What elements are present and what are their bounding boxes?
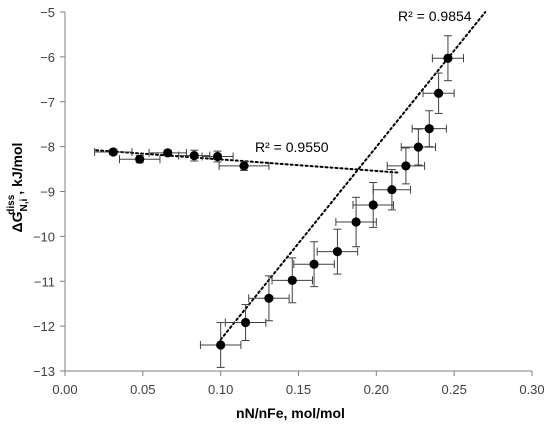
axes: 0.00 0.05 0.10 0.15 0.20 0.25 0.30 −5 −6 −7 −8 −9 −1… xyxy=(33,5,545,397)
y-axis-title-sub: N,i xyxy=(19,198,30,211)
data-point xyxy=(413,142,423,152)
data-point xyxy=(163,148,173,158)
data-point xyxy=(387,185,397,195)
error-bars xyxy=(94,35,465,368)
data-points xyxy=(108,53,453,350)
x-tick-label: 0.30 xyxy=(519,382,544,397)
trendlines xyxy=(95,11,487,341)
x-tick-label: 0.10 xyxy=(208,382,233,397)
data-point xyxy=(368,200,378,210)
y-tick-label: −13 xyxy=(33,364,55,379)
data-point xyxy=(434,88,444,98)
y-tick-label: −9 xyxy=(40,185,55,200)
r2-label-0: R² = 0.9550 xyxy=(255,139,329,155)
x-tick-label: 0.25 xyxy=(442,382,467,397)
data-point xyxy=(216,340,226,350)
y-tick-label: −12 xyxy=(33,319,55,334)
trendline-1 xyxy=(219,11,487,341)
data-point xyxy=(239,161,249,171)
data-point xyxy=(351,217,361,227)
y-axis-title-main: ΔG xyxy=(9,211,25,232)
data-point xyxy=(443,53,453,63)
data-point xyxy=(332,247,343,257)
data-point xyxy=(287,275,297,285)
data-point xyxy=(401,161,411,171)
data-point xyxy=(212,151,223,162)
y-tick-label: −10 xyxy=(33,229,55,244)
y-tick-label: −6 xyxy=(40,50,55,65)
y-tick-label: −11 xyxy=(34,274,55,289)
r2-label-1: R² = 0.9854 xyxy=(398,8,472,24)
x-tick-label: 0.00 xyxy=(52,382,77,397)
y-axis-title-rest: , kJ/mol xyxy=(9,143,25,195)
x-tick-label: 0.05 xyxy=(130,382,155,397)
x-tick-label: 0.15 xyxy=(286,382,311,397)
x-tick-label: 0.20 xyxy=(364,382,389,397)
data-point xyxy=(309,259,319,269)
data-point xyxy=(264,293,274,303)
x-axis-title: nN/nFe, mol/mol xyxy=(236,405,345,421)
data-point xyxy=(135,154,145,164)
y-tick-label: −7 xyxy=(40,95,55,110)
y-tick-label: −5 xyxy=(40,5,55,20)
data-point xyxy=(189,151,199,161)
y-tick-label: −8 xyxy=(40,140,55,155)
data-point xyxy=(108,147,118,157)
data-point xyxy=(240,317,251,328)
y-axis-title-sup: diss xyxy=(6,194,17,214)
y-axis-title: ΔGN,idiss, kJ/mol xyxy=(6,143,30,233)
data-point xyxy=(424,124,434,134)
labels: nN/nFe, mol/mol ΔGN,idiss, kJ/mol R² = 0.9… xyxy=(6,8,472,421)
